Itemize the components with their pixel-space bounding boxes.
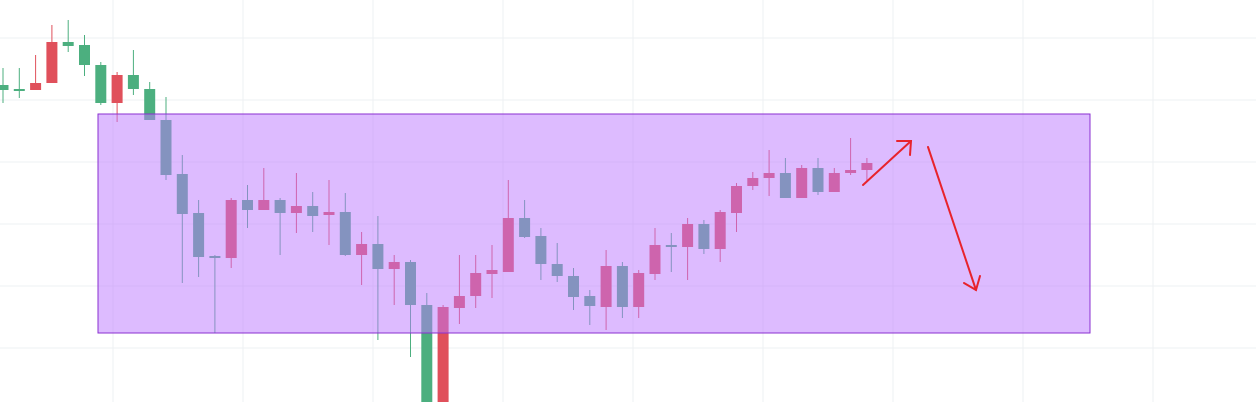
candle-body xyxy=(144,89,156,120)
candle-body xyxy=(437,307,449,402)
candle-body xyxy=(62,42,74,46)
range-box xyxy=(97,113,1091,334)
arrow-up xyxy=(862,140,912,186)
candle-body xyxy=(111,75,123,103)
candle-body xyxy=(13,89,25,91)
arrow-down xyxy=(927,146,977,291)
candle-body xyxy=(127,75,139,89)
arrow-down-head xyxy=(963,275,981,292)
arrows xyxy=(862,140,981,292)
candle-body xyxy=(95,65,107,103)
candle-body xyxy=(0,85,9,90)
candle-body xyxy=(30,83,42,90)
candle-body xyxy=(46,42,58,83)
candle-body xyxy=(79,45,90,65)
arrow-up-head xyxy=(896,140,913,156)
candle-body xyxy=(421,305,433,402)
